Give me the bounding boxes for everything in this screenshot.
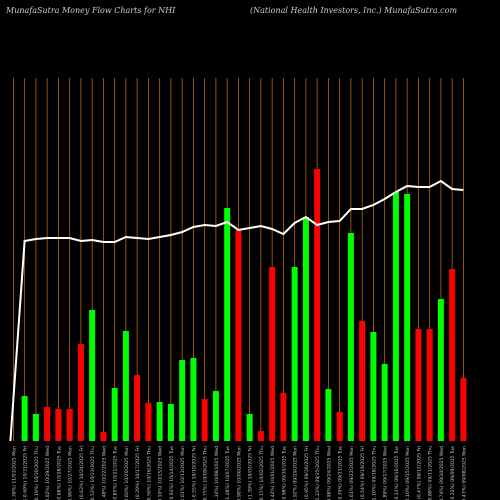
money-flow-bar xyxy=(44,407,51,441)
money-flow-bar xyxy=(415,329,422,441)
x-tick-label: 68.74 (-0.43%) 09/08/2025 Mon xyxy=(461,446,467,500)
x-tick-label: 74.35 (-0.02%) 10/29/2025 Wed xyxy=(45,446,51,500)
money-flow-bar xyxy=(325,389,332,441)
money-flow-bar xyxy=(224,208,231,441)
money-flow-bar xyxy=(381,364,388,441)
money-flow-bar xyxy=(122,331,129,441)
x-tick-label: 70.85 (-0.98%) 09/30/2025 Tue xyxy=(281,446,287,500)
x-tick-label: 73.98 (-0.69%) 10/31/2025 Fri xyxy=(23,446,29,500)
x-tick-label: 70.66 (0.15%) 10/02/2025 Thu xyxy=(259,446,265,500)
money-flow-bar xyxy=(179,360,186,441)
x-tick-label: 73.24 (1.01%) 10/13/2025 Mon xyxy=(180,446,186,500)
x-tick-label: 67.94 (-0.33%) 09/16/2025 Tue xyxy=(394,446,400,500)
money-flow-bar xyxy=(66,409,73,441)
money-flow-bar xyxy=(280,393,287,441)
money-flow-bar xyxy=(100,432,107,441)
money-flow-bar xyxy=(460,378,467,441)
x-tick-label: 68.38 (-0.74%) 09/10/2025 Wed xyxy=(439,446,445,500)
money-flow-bar xyxy=(156,402,163,441)
money-flow-bar xyxy=(314,169,321,441)
money-flow-bar xyxy=(89,310,96,441)
x-tick-label: 72.34 (0.98%) 10/06/2025 Mon xyxy=(236,446,242,500)
money-flow-bar xyxy=(190,358,197,441)
x-tick-label: 73.92 (0.93%) 10/14/2025 Tue xyxy=(169,446,175,500)
x-tick-label: 68.89 (0.22%) 09/09/2025 Tue xyxy=(450,446,456,500)
money-flow-bar xyxy=(370,332,377,441)
money-flow-bar xyxy=(21,396,28,441)
money-flow-bar xyxy=(291,267,298,441)
money-flow-bar xyxy=(302,217,309,441)
x-tick-label: 70.41 (0.98%) 09/24/2025 Wed xyxy=(326,446,332,500)
x-tick-label: 67.78 (-0.88%) 09/11/2025 Thu xyxy=(428,446,434,500)
x-tick-label: 74.49 (0.19%) 10/30/2025 Thu xyxy=(34,446,40,500)
x-tick-label: 72.37 (1.34%) 10/08/2025 Wed xyxy=(214,446,220,500)
x-tick-label: 74.43 (-0.85%) 10/21/2025 Tue xyxy=(113,446,119,500)
money-flow-bar xyxy=(359,321,366,441)
x-tick-label: 69.54 (-1.23%) 09/25/2025 Thu xyxy=(315,446,321,500)
price-line xyxy=(9,179,464,442)
x-tick-label: 68.17 (0.10%) 09/15/2025 Mon xyxy=(405,446,411,500)
money-flow-bar xyxy=(145,403,152,441)
money-flow-bar xyxy=(77,344,84,441)
x-tick-label: 69.94 (1.61%) 09/22/2025 Mon xyxy=(349,446,355,500)
money-flow-bar xyxy=(347,233,354,441)
money-flow-bar xyxy=(449,269,456,441)
x-tick-label: 68.46 (-1.10%) 09/18/2025 Thu xyxy=(371,446,377,500)
x-tick-label: 71.55 (1.92%) 09/29/2025 Mon xyxy=(293,446,299,500)
x-tick-label: 75.14 (-0.52%) 10/23/2025 Thu xyxy=(90,446,96,500)
x-tick-label: 75.00 (1.38%) 11/03/2025 Mon xyxy=(11,446,17,500)
money-flow-bar xyxy=(246,414,253,441)
x-tick-label: 72.51 (-0.55%) 10/10/2025 Fri xyxy=(191,446,197,500)
x-tick-label: 74.62 (0.29%) 10/17/2025 Fri xyxy=(135,446,141,500)
x-tick-label: 75.07 (0.60%) 10/20/2025 Mon xyxy=(124,446,130,500)
x-tick-label: 68.10 (0.47%) 09/12/2025 Fri xyxy=(416,446,422,500)
money-flow-bar xyxy=(426,329,433,441)
money-flow-bar xyxy=(404,194,411,441)
x-tick-label: 75.53 (1.48%) 10/22/2025 Wed xyxy=(101,446,107,500)
money-flow-bar xyxy=(111,388,118,441)
money-flow-bar xyxy=(55,409,62,441)
money-flow-bar xyxy=(212,391,219,441)
money-flow-bar xyxy=(134,375,141,441)
x-tick-label: 71.41 (-1.28%) 10/07/2025 Tue xyxy=(225,446,231,500)
x-tick-label: 75.61 (0.63%) 10/24/2025 Fri xyxy=(79,446,85,500)
x-tick-label: 68.83 (0.54%) 09/19/2025 Fri xyxy=(360,446,366,500)
x-tick-label: 74.37 (-0.68%) 10/28/2025 Tue xyxy=(56,446,62,500)
x-tick-label: 70.55 (-0.42%) 10/01/2025 Wed xyxy=(270,446,276,500)
x-tick-label: 69.73 (-0.30%) 09/23/2025 Tue xyxy=(338,446,344,500)
x-tick-label: 71.64 (1.39%) 10/03/2025 Fri xyxy=(248,446,254,500)
money-flow-bar xyxy=(32,414,39,441)
x-tick-label: 73.99 (0.10%) 10/15/2025 Wed xyxy=(158,446,164,500)
chart-subtitle: (National Health Investors, Inc.) Munafa… xyxy=(250,6,458,15)
chart-title: MunafaSutra Money Flow Charts for NHI xyxy=(6,6,176,15)
money-flow-bar xyxy=(269,267,276,441)
money-flow-bar xyxy=(257,431,264,441)
x-tick-label: 74.40 (0.56%) 10/16/2025 Thu xyxy=(146,446,152,500)
x-tick-label: 70.20 (0.95%) 09/26/2025 Fri xyxy=(304,446,310,500)
money-flow-bar xyxy=(167,404,174,441)
money-flow-bar xyxy=(392,192,399,441)
x-tick-label: 69.22 (1.89%) 09/17/2025 Wed xyxy=(383,446,389,500)
money-flow-bar xyxy=(336,412,343,441)
money-flow-bar xyxy=(201,399,208,441)
money-flow-bar xyxy=(437,299,444,441)
x-tick-label: 74.88 (-0.96%) 10/27/2025 Mon xyxy=(68,446,74,500)
money-flow-bar xyxy=(235,230,242,441)
x-tick-label: 72.91 (0.75%) 10/09/2025 Thu xyxy=(203,446,209,500)
